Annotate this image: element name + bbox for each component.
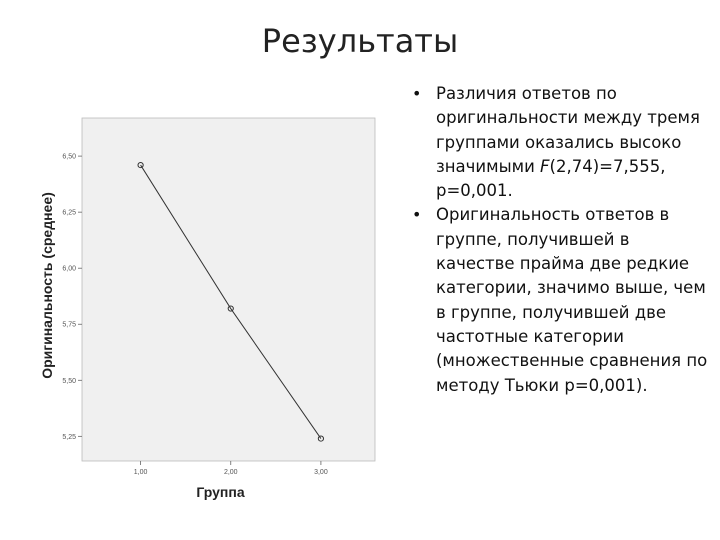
bullet-text-before: Различия ответов по оригинальности между… bbox=[436, 84, 700, 176]
y-tick-label: 6,50 bbox=[62, 154, 76, 161]
x-tick-label: 1,00 bbox=[134, 469, 148, 476]
bullet-text: Оригинальность ответов в группе, получив… bbox=[436, 205, 708, 395]
data-point bbox=[137, 161, 144, 169]
slide-title: Результаты bbox=[261, 22, 459, 60]
y-tick-label: 5,75 bbox=[62, 322, 76, 329]
y-tick-label: 5,50 bbox=[62, 378, 76, 385]
plot-area bbox=[81, 117, 376, 462]
bullet-item: Оригинальность ответов в группе, получив… bbox=[412, 203, 712, 397]
y-axis-label: Оригинальность (среднее) bbox=[39, 192, 55, 379]
series-line bbox=[140, 164, 322, 439]
chart: 5,25 5,50 5,75 6,00 6,25 6,50 1,00 2,00 3,00 Груп… bbox=[39, 117, 376, 500]
x-tick-label: 2,00 bbox=[224, 469, 238, 476]
data-point bbox=[317, 435, 325, 442]
x-tick-label: 3,00 bbox=[314, 469, 328, 476]
bullet-text-after: (2,74)=7,555, p=0,001. bbox=[436, 156, 666, 201]
y-tick-label: 6,25 bbox=[62, 210, 76, 217]
stat-symbol: F bbox=[540, 156, 550, 176]
results-bullet-list: Различия ответов по оригинальности между… bbox=[412, 82, 712, 398]
y-tick-label: 6,00 bbox=[62, 266, 76, 273]
bullet-item: Различия ответов по оригинальности между… bbox=[412, 82, 712, 203]
line-chart-svg: 5,25 5,50 5,75 6,00 6,25 6,50 1,00 2,00 3,00 Груп… bbox=[39, 117, 376, 500]
data-point bbox=[227, 305, 234, 312]
y-tick-label: 5,25 bbox=[62, 434, 76, 441]
x-axis-label: Группа bbox=[196, 484, 244, 500]
